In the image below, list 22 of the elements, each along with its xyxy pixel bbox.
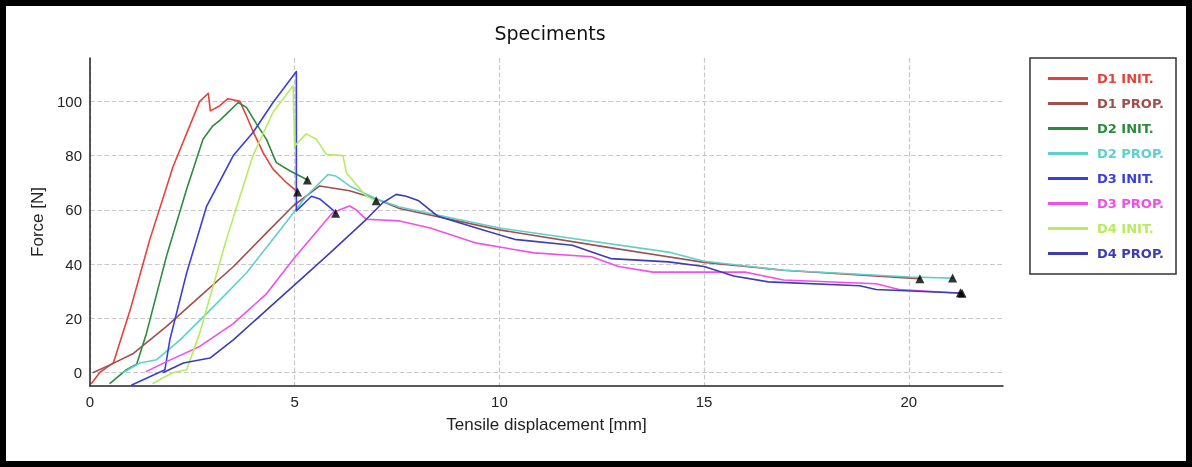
legend-label: D2 PROP. (1096, 146, 1164, 161)
legend-label: D3 PROP. (1096, 196, 1164, 211)
y-tick-label: 20 (65, 309, 82, 327)
x-tick-label: 5 (290, 393, 299, 410)
legend-label: D2 INIT. (1096, 121, 1154, 136)
x-tick-label: 10 (491, 393, 508, 410)
legend-label: D1 INIT. (1096, 71, 1154, 86)
legend-label: D4 INIT. (1096, 221, 1154, 236)
x-axis-title: Tensile displacement [mm] (446, 415, 647, 434)
y-tick-label: 40 (65, 255, 82, 273)
y-tick-label: 0 (73, 363, 82, 381)
x-tick-label: 0 (85, 393, 95, 410)
x-tick-label: 15 (695, 393, 713, 410)
legend-label: D4 PROP. (1096, 246, 1164, 261)
y-tick-label: 100 (56, 92, 82, 110)
x-tick-label: 20 (900, 393, 918, 410)
legend-label: D1 PROP. (1096, 96, 1164, 111)
chart-title: Speciments (494, 21, 606, 44)
y-tick-label: 80 (65, 147, 82, 165)
legend-label: D3 INIT. (1096, 171, 1154, 186)
y-tick-label: 60 (65, 201, 82, 219)
y-axis-title: Force [N] (28, 187, 48, 257)
